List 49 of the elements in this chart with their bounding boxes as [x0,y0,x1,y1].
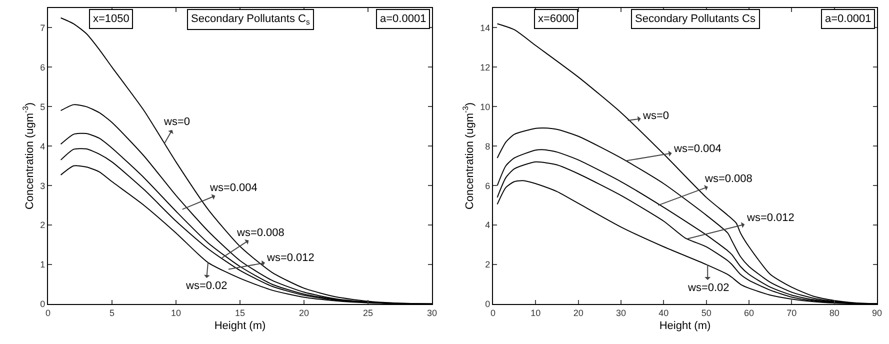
x-tick-label: 70 [786,308,797,318]
y-tick-label: 14 [480,22,490,33]
y-tick-label: 0 [40,299,46,310]
x-tick-label: 80 [829,308,840,318]
annotation: x=6000 [538,13,574,25]
y-tick-label: 6 [485,180,490,191]
y-tick-label: 3 [40,180,46,191]
x-tick-label: 40 [658,308,669,318]
text: Secondary Pollutants C$_{s}$ [191,13,310,26]
x-tick-label: 5 [109,308,115,318]
y-tick-label: 5 [40,102,46,112]
y-tick-label: 4 [485,220,490,230]
x-tick-label: 30 [616,308,626,318]
x-tick-label: 60 [744,308,754,318]
annotation: a=0.0001 [380,13,426,25]
x-tick-label: 50 [701,308,712,318]
y-tick-label: 8 [485,141,490,152]
annotation: ws=0.008 [236,227,284,239]
x-axis-title: Height (m) [659,320,711,332]
annotation: ws=0.02 [185,280,228,292]
x-axis-title: Height (m) [214,320,266,332]
annotation: ws=0.008 [704,173,752,185]
annotation: ws=0.02 [687,282,730,294]
y-tick-label: 7 [40,22,46,33]
y-tick-label: 10 [480,102,490,112]
y-tick-label: 12 [480,62,490,72]
annotation: ws=0 [642,110,669,122]
y-tick-label: 2 [40,220,46,230]
x-tick-label: 15 [234,308,246,318]
y-tick-label: 6 [40,62,46,72]
annotation: ws=0.004 [673,143,722,155]
y-tick-label: 0 [485,299,490,310]
x-tick-label: 90 [872,308,882,318]
x-tick-label: 30 [426,308,438,318]
annotation: ws=0.004 [209,182,258,194]
annotation: ws=0.012 [746,212,794,224]
x-tick-label: 10 [530,308,541,318]
annotation: ws=0.012 [266,252,314,264]
text: Secondary Pollutants Cs [635,13,756,25]
y-tick-label: 4 [40,141,46,152]
x-tick-label: 25 [362,308,374,318]
annotation: x=1050 [93,13,130,25]
annotation: a=0.0001 [825,13,872,25]
annotation: ws=0 [163,116,190,128]
x-tick-label: 20 [573,308,584,318]
y-tick-label: 1 [40,260,46,270]
y-tick-label: 2 [485,260,490,270]
x-tick-label: 20 [298,308,310,318]
x-tick-label: 10 [170,308,182,318]
